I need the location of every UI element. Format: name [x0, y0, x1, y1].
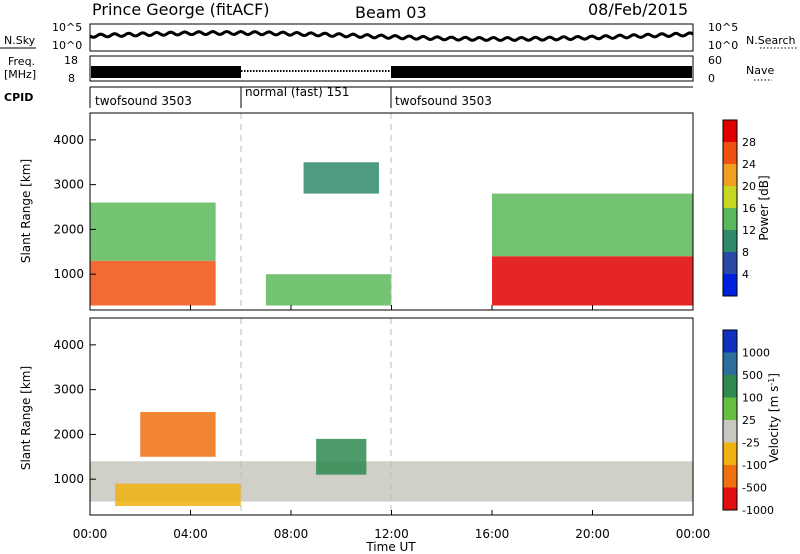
power-panel: 1000 2000 3000 4000 Slant Range [km] 4 8 12 16…	[19, 112, 771, 311]
x-tick-label: 20:00	[575, 527, 610, 541]
nave-tick-60: 60	[708, 54, 722, 67]
date-title: 08/Feb/2015	[588, 0, 688, 19]
noise-right-label: N.Search	[746, 34, 796, 47]
colorbar-swatch	[723, 164, 737, 186]
power-heatmap	[90, 162, 693, 306]
colorbar-tick-label: 8	[742, 246, 749, 259]
velocity-colorbar: 1000 500 100 25 -25 -100 -500 -1000	[722, 329, 774, 517]
y-tick-label: 2000	[53, 222, 84, 236]
velocity-y-label: Slant Range [km]	[19, 366, 33, 470]
colorbar-tick-label: 500	[742, 369, 763, 382]
y-tick-label: 3000	[53, 383, 84, 397]
colorbar-tick-label: -500	[742, 482, 767, 495]
colorbar-swatch	[723, 120, 737, 142]
y-tick-label: 4000	[53, 338, 84, 352]
station-title: Prince George (fitACF)	[92, 0, 270, 19]
colorbar-swatch	[723, 186, 737, 208]
freq-label-line2: [MHz]	[4, 68, 36, 81]
heatmap-cell	[265, 274, 392, 306]
noise-tick-top-left: 10^5	[52, 21, 82, 34]
x-axis-title: Time UT	[365, 540, 416, 554]
colorbar-swatch	[723, 330, 737, 353]
colorbar-frame	[722, 329, 738, 511]
y-tick-label: 1000	[53, 472, 84, 486]
noise-trace	[89, 29, 694, 43]
velocity-heatmap	[90, 412, 693, 507]
noise-left-label: N.Sky	[4, 34, 36, 47]
colorbar-swatch	[723, 352, 737, 375]
freq-band-1	[91, 66, 241, 78]
heatmap-cell	[316, 438, 367, 475]
y-tick-label: 2000	[53, 427, 84, 441]
colorbar-tick-label: 4	[742, 268, 749, 281]
freq-tick-18: 18	[64, 54, 78, 67]
heatmap-cell	[115, 483, 241, 507]
y-tick-label: 4000	[53, 133, 84, 147]
x-tick-label: 00:00	[73, 527, 108, 541]
colorbar-tick-label: -1000	[742, 504, 774, 517]
x-axis-ticks: 00:00 04:00 08:00 12:00 16:00 20:00 00:00	[73, 305, 711, 541]
colorbar-swatch	[723, 465, 737, 488]
cpid-segment-1: twofsound 3503	[95, 94, 192, 108]
beam-title: Beam 03	[355, 3, 427, 22]
colorbar-swatch	[723, 142, 737, 164]
cpid-strip: CPID twofsound 3503 normal (fast) 151 tw…	[4, 85, 693, 108]
power-y-ticks: 1000 2000 3000 4000	[53, 133, 96, 281]
colorbar-swatch	[723, 420, 737, 443]
colorbar-tick-label: 12	[742, 224, 756, 237]
colorbar-swatch	[723, 230, 737, 252]
colorbar-tick-label: -25	[742, 437, 760, 450]
colorbar-swatch	[723, 397, 737, 420]
cpid-segment-3: twofsound 3503	[395, 94, 492, 108]
colorbar-tick-label: 20	[742, 180, 756, 193]
cpid-label: CPID	[4, 91, 33, 104]
heatmap-cell	[492, 256, 693, 306]
frequency-panel: Freq. [MHz] 18 8 60 0 Nave	[4, 54, 774, 85]
noise-panel: N.Sky 10^5 10^0 10^5 10^0 N.Search	[0, 21, 798, 52]
power-y-label: Slant Range [km]	[19, 159, 33, 263]
x-tick-label: 00:00	[676, 527, 711, 541]
colorbar-swatch	[723, 487, 737, 510]
heatmap-cell	[90, 260, 216, 306]
colorbar-tick-label: 16	[742, 202, 756, 215]
noise-tick-bottom-left: 10^0	[52, 39, 82, 52]
power-colorbar-label: Power [dB]	[757, 175, 771, 240]
heatmap-cell	[90, 202, 216, 261]
nave-tick-0: 0	[708, 72, 715, 85]
freq-tick-8: 8	[68, 72, 75, 85]
colorbar-swatch	[723, 252, 737, 274]
noise-tick-bottom-right: 10^0	[708, 39, 738, 52]
x-tick-label: 16:00	[475, 527, 510, 541]
heatmap-cell	[492, 193, 693, 257]
colorbar-frame	[722, 119, 738, 297]
colorbar-tick-label: 28	[742, 136, 756, 149]
x-tick-label: 04:00	[173, 527, 208, 541]
freq-label-line1: Freq.	[8, 55, 35, 68]
x-tick-label: 12:00	[374, 527, 409, 541]
cpid-segment-2: normal (fast) 151	[245, 85, 349, 99]
colorbar-swatch	[723, 208, 737, 230]
noise-tick-top-right: 10^5	[708, 21, 738, 34]
x-tick-label: 08:00	[274, 527, 309, 541]
colorbar-tick-label: 24	[742, 158, 756, 171]
velocity-panel: 1000 2000 3000 4000 Slant Range [km] 1000 50…	[19, 317, 782, 517]
power-colorbar: 4 8 12 16 20 24 28	[722, 119, 756, 297]
freq-frame	[89, 55, 694, 82]
velocity-colorbar-label: Velocity [m s-1]	[767, 373, 782, 463]
heatmap-cell	[140, 412, 216, 457]
colorbar-tick-label: 1000	[742, 347, 770, 360]
y-tick-label: 1000	[53, 267, 84, 281]
freq-band-3	[391, 66, 692, 78]
nave-label: Nave	[746, 64, 774, 77]
colorbar-tick-label: 25	[742, 414, 756, 427]
y-tick-label: 3000	[53, 178, 84, 192]
colorbar-swatch	[723, 442, 737, 465]
heatmap-cell	[303, 162, 379, 194]
colorbar-tick-label: -100	[742, 459, 767, 472]
colorbar-swatch	[723, 375, 737, 398]
colorbar-swatch	[723, 274, 737, 296]
colorbar-tick-label: 100	[742, 392, 763, 405]
velocity-y-ticks: 1000 2000 3000 4000	[53, 338, 96, 486]
